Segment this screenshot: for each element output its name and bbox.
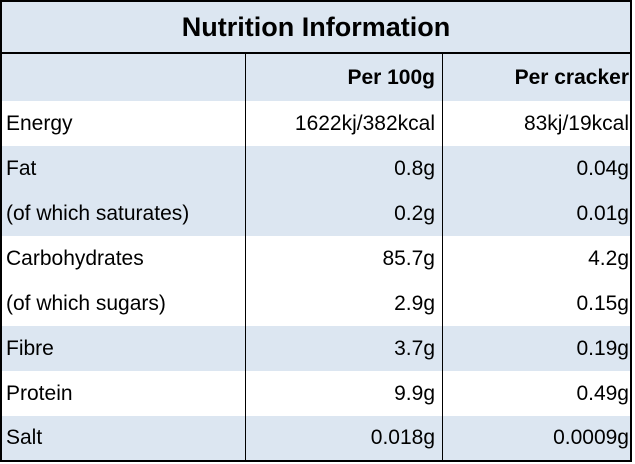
table-row: Fat 0.8g 0.04g — [2, 146, 630, 191]
nutrient-name: Salt — [6, 426, 43, 449]
value-per-100g: 3.7g — [394, 336, 435, 360]
value-per-cracker: 4.2g — [588, 246, 629, 270]
value-per-cracker: 0.01g — [576, 201, 629, 225]
nutrient-name: (of which saturates) — [6, 201, 190, 225]
column-divider — [442, 54, 443, 460]
table-row: (of which sugars) 2.9g 0.15g — [2, 281, 630, 326]
nutrient-name: (of which sugars) — [6, 291, 166, 315]
value-per-cracker: 0.0009g — [553, 426, 629, 449]
value-per-100g: 0.018g — [370, 426, 435, 449]
value-per-cracker: 83kj/19kcal — [523, 111, 629, 135]
nutrient-name: Protein — [6, 381, 73, 405]
table-title: Nutrition Information — [2, 2, 630, 54]
value-per-cracker: 0.19g — [576, 336, 629, 360]
table-row: (of which saturates) 0.2g 0.01g — [2, 191, 630, 236]
header-nutrient — [2, 54, 245, 101]
table-row: Salt 0.018g 0.0009g — [2, 416, 630, 460]
nutrient-name: Fat — [6, 156, 37, 180]
table-row: Fibre 3.7g 0.19g — [2, 326, 630, 371]
value-per-cracker: 0.49g — [576, 381, 629, 405]
header-per-cracker: Per cracker — [514, 65, 629, 89]
table-row: Protein 9.9g 0.49g — [2, 371, 630, 416]
value-per-cracker: 0.04g — [576, 156, 629, 180]
value-per-100g: 9.9g — [394, 381, 435, 405]
table-row: Energy 1622kj/382kcal 83kj/19kcal — [2, 101, 630, 146]
value-per-100g: 85.7g — [382, 246, 435, 270]
header-row: Per 100g Per cracker — [2, 54, 630, 101]
table-row: Carbohydrates 85.7g 4.2g — [2, 236, 630, 281]
value-per-100g: 2.9g — [394, 291, 435, 315]
value-per-100g: 1622kj/382kcal — [294, 111, 435, 135]
value-per-100g: 0.2g — [394, 201, 435, 225]
nutrient-name: Carbohydrates — [6, 246, 144, 270]
header-per-100g: Per 100g — [347, 65, 435, 89]
value-per-cracker: 0.15g — [576, 291, 629, 315]
nutrient-name: Fibre — [6, 336, 54, 360]
column-divider — [245, 54, 246, 460]
nutrient-name: Energy — [6, 111, 73, 135]
value-per-100g: 0.8g — [394, 156, 435, 180]
